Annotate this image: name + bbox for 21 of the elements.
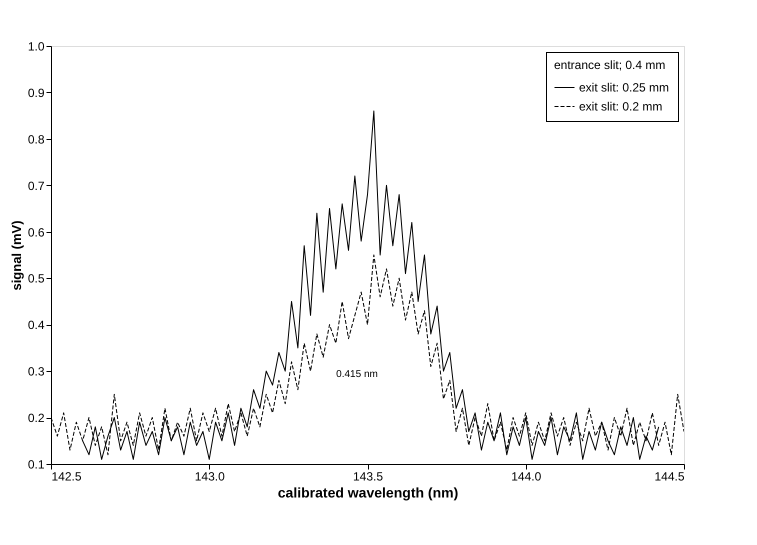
y-tick-label: 0.1 [28, 458, 45, 472]
legend-title: entrance slit; 0.4 mm [554, 58, 666, 72]
y-tick-label: 0.9 [28, 86, 45, 100]
y-tick-label: 0.6 [28, 225, 45, 240]
x-tick-label: 144.5 [654, 470, 685, 484]
y-tick-label: 0.2 [28, 411, 45, 426]
x-tick-label: 142.5 [52, 470, 82, 484]
annotation: 0.415 nm [336, 369, 378, 380]
x-tick-label: 144.0 [511, 470, 542, 484]
legend-label: exit slit: 0.2 mm [579, 100, 662, 114]
x-axis-title: calibrated wavelength (nm) [278, 484, 458, 500]
y-tick-label: 0.3 [28, 364, 45, 379]
legend-label: exit slit: 0.25 mm [579, 80, 670, 94]
y-tick-label: 0.8 [28, 132, 45, 146]
y-axis-title: signal (mV) [8, 220, 24, 291]
y-tick-label: 0.7 [28, 178, 45, 193]
y-tick-label: 0.4 [28, 318, 45, 332]
y-tick-label: 0.5 [28, 272, 45, 286]
y-tick-label: 1.0 [28, 40, 45, 54]
x-tick-label: 143.0 [194, 470, 226, 484]
x-tick-label: 143.5 [352, 470, 384, 484]
